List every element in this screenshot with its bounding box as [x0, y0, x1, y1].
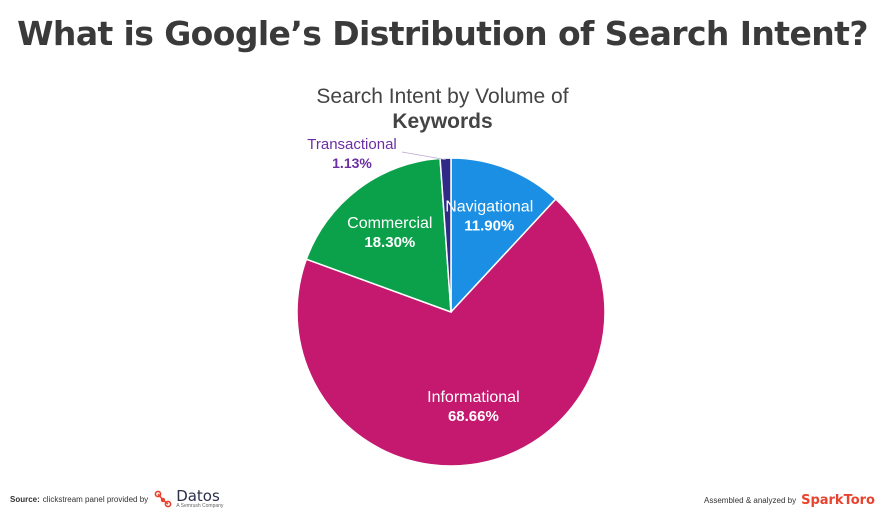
slice-value-navigational: 11.90% — [464, 218, 514, 235]
slice-label-commercial: Commercial — [347, 215, 432, 232]
slice-label-informational: Informational — [427, 389, 520, 406]
slice-label-navigational: Navigational — [445, 199, 533, 216]
datos-name: Datos — [176, 487, 220, 505]
leader-line-transactional — [401, 151, 446, 161]
sparktoro-logo: SparkToro — [801, 493, 875, 508]
pie-slice-commercial — [305, 157, 452, 314]
assembled-credit: Assembled & analyzed by SparkToro — [704, 493, 875, 508]
pie-slice-navigational — [450, 157, 557, 314]
slice-value-transactional: 1.13% — [332, 155, 372, 171]
datos-subtitle: A Semrush Company — [176, 503, 224, 509]
pie-slice-informational — [296, 198, 606, 467]
chart-title: Search Intent by Volume of Keywords — [0, 84, 885, 134]
assembled-text: Assembled & analyzed by — [704, 496, 797, 505]
slice-value-informational: 68.66% — [448, 408, 499, 425]
page-title: What is Google’s Distribution of Search … — [17, 14, 868, 53]
datos-logo: Datos A Semrush Company — [154, 489, 223, 509]
chart-title-line1: Search Intent by Volume of — [316, 85, 569, 108]
source-credit: Source: clickstream panel provided by Da… — [10, 489, 223, 510]
source-text: clickstream panel provided by — [42, 494, 149, 504]
slice-value-commercial: 18.30% — [364, 234, 415, 251]
chart-title-line2: Keywords — [392, 110, 493, 133]
slice-label-transactional: Transactional — [307, 136, 397, 153]
datos-network-icon — [154, 490, 172, 508]
source-label: Source: — [10, 494, 40, 504]
